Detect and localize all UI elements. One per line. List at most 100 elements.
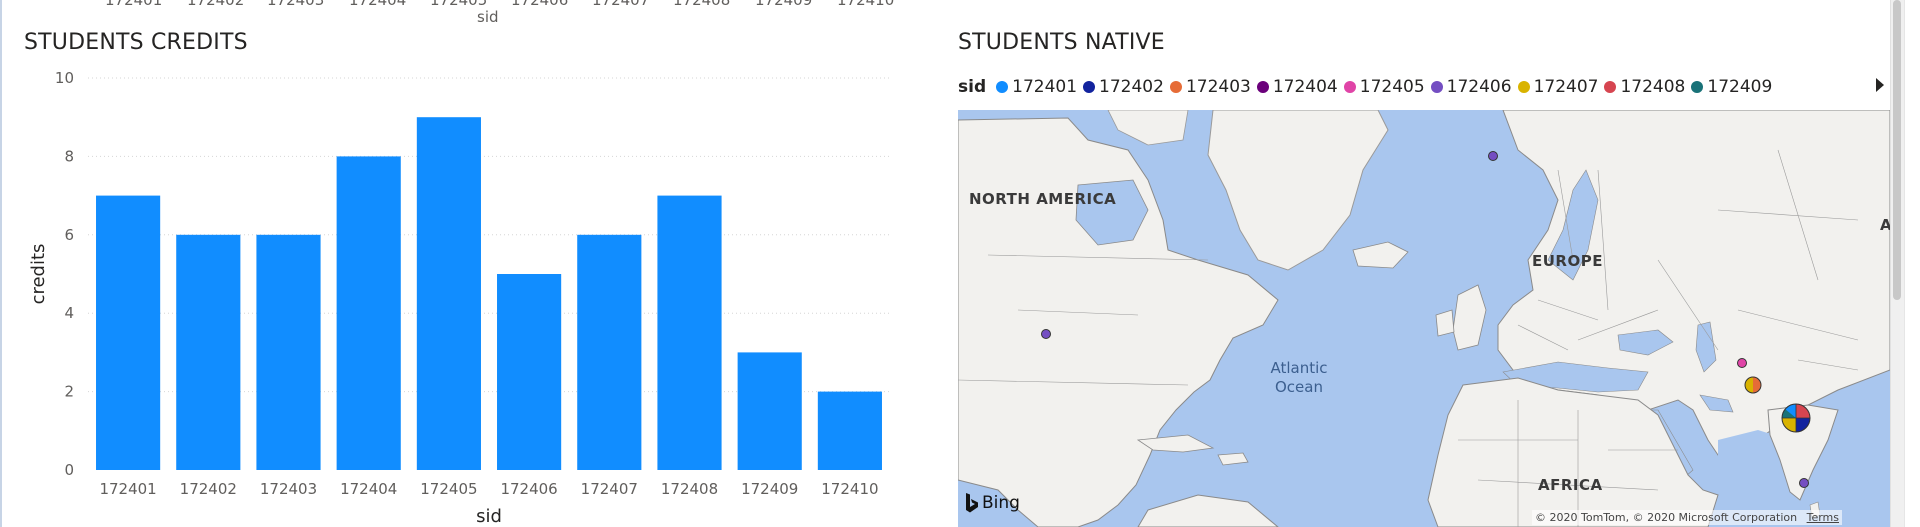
bing-logo: Bing <box>964 492 1020 514</box>
legend-item[interactable]: 172407 <box>1517 77 1599 97</box>
legend-item[interactable]: 172404 <box>1256 77 1338 97</box>
x-tick-label: 172401 <box>99 480 156 498</box>
map-points-layer <box>1041 151 1811 488</box>
bing-map[interactable]: NORTH AMERICA EUROPE AFRICA A Atlantic O… <box>958 110 1890 527</box>
legend-item[interactable]: 172405 <box>1343 77 1425 97</box>
caspian-water <box>1695 321 1717 373</box>
map-attribution: © 2020 TomTom, © 2020 Microsoft Corporat… <box>1532 510 1842 525</box>
label-north-america: NORTH AMERICA <box>969 190 1117 208</box>
legend-item[interactable]: 172401 <box>996 77 1077 97</box>
label-africa: AFRICA <box>1538 476 1603 494</box>
x-tick-label: 172408 <box>661 480 718 498</box>
africa-land <box>1427 377 1719 527</box>
legend-dot-icon <box>996 81 1009 93</box>
bing-label: Bing <box>982 493 1020 513</box>
legend-label: 172409 <box>1707 77 1773 97</box>
bar[interactable] <box>416 117 481 470</box>
legend-label: 172406 <box>1446 77 1512 97</box>
legend-item[interactable]: 172408 <box>1604 77 1685 97</box>
legend-dot-icon <box>1256 81 1269 93</box>
legend-next-arrow-icon[interactable] <box>1876 78 1884 92</box>
credits-visual[interactable] <box>0 0 940 527</box>
credits-chart-title: STUDENTS CREDITS <box>24 30 248 55</box>
prev-tick: 172401 <box>105 0 163 9</box>
map-point[interactable] <box>1488 151 1498 161</box>
ocean-label-line2: Ocean <box>1275 378 1323 396</box>
map-point[interactable] <box>1737 358 1747 368</box>
prev-tick: 172405 <box>430 0 488 9</box>
legend-dot-icon <box>1083 81 1096 93</box>
south-america-land <box>1137 494 1279 527</box>
map-point[interactable] <box>1041 329 1051 339</box>
legend-item[interactable]: 172402 <box>1083 77 1164 97</box>
terms-link[interactable]: Terms <box>1806 511 1839 524</box>
arctic-island <box>1107 110 1189 146</box>
label-europe: EUROPE <box>1532 252 1603 270</box>
scrollbar-thumb[interactable] <box>1893 0 1901 300</box>
bar[interactable] <box>176 234 241 470</box>
bar[interactable] <box>497 274 562 470</box>
greenland-land <box>1207 110 1389 271</box>
bar[interactable] <box>657 195 722 470</box>
bing-logo-icon <box>966 493 978 513</box>
legend-title: sid <box>958 77 987 97</box>
bar[interactable] <box>336 156 401 470</box>
africa-borders <box>1458 400 1678 527</box>
y-tick-label: 6 <box>64 226 74 244</box>
ocean-label-line1: Atlantic <box>1270 359 1328 377</box>
y-tick-label: 8 <box>64 147 74 165</box>
bar[interactable] <box>96 195 161 470</box>
x-tick-label: 172407 <box>581 480 638 498</box>
prev-tick: 172408 <box>673 0 731 9</box>
cuba-land <box>1136 434 1215 453</box>
prev-tick: 172402 <box>187 0 245 9</box>
prev-tick: 172410 <box>837 0 895 9</box>
x-axis-title: sid <box>476 506 502 527</box>
label-atlantic-ocean: Atlantic Ocean <box>1254 359 1344 397</box>
prev-tick: 172403 <box>267 0 325 9</box>
prev-tick: 172406 <box>511 0 569 9</box>
black-sea-water <box>1617 329 1674 356</box>
y-tick-label: 10 <box>55 69 74 87</box>
x-tick-label: 172405 <box>420 480 477 498</box>
legend-dot-icon <box>1691 81 1704 93</box>
prev-tick: 172404 <box>349 0 407 9</box>
page-right-edge <box>1904 0 1920 527</box>
country-borders <box>1517 149 1859 371</box>
prev-tick: 172407 <box>592 0 650 9</box>
map-point[interactable] <box>1799 478 1809 488</box>
legend-item[interactable]: 172403 <box>1169 77 1251 97</box>
caribbean-land <box>1217 452 1249 466</box>
bar[interactable] <box>577 234 642 470</box>
x-tick-label: 172403 <box>260 480 317 498</box>
na-borders <box>958 254 1209 386</box>
map-canvas <box>958 110 1890 527</box>
hudson-bay-water <box>1075 179 1149 246</box>
legend-label: 172401 <box>1012 77 1078 97</box>
map-pie-point-large[interactable] <box>1781 403 1811 433</box>
bay-of-bengal-water <box>1818 430 1890 527</box>
prev-axis-label: sid <box>477 8 499 26</box>
x-tick-label: 172406 <box>500 480 557 498</box>
y-tick-label: 0 <box>64 461 74 479</box>
legend-dot-icon <box>1604 81 1617 93</box>
bar[interactable] <box>737 352 802 470</box>
legend-label: 172405 <box>1359 77 1425 97</box>
legend-label: 172403 <box>1185 77 1251 97</box>
legend-item[interactable]: 172409 <box>1691 77 1772 97</box>
bar[interactable] <box>817 391 882 470</box>
iceland-land <box>1352 241 1409 269</box>
legend-label: 172407 <box>1533 77 1599 97</box>
legend-item[interactable]: 172406 <box>1430 77 1512 97</box>
legend-dot-icon <box>1517 81 1530 93</box>
x-tick-label: 172409 <box>741 480 798 498</box>
x-tick-label: 172402 <box>180 480 237 498</box>
label-edge-letter: A <box>1880 216 1890 234</box>
legend-dot-icon <box>1169 81 1182 93</box>
map-pie-point-small[interactable] <box>1744 376 1762 394</box>
y-axis-title: credits <box>28 244 49 305</box>
legend-label: 172402 <box>1099 77 1164 97</box>
gulf-water <box>1699 394 1734 413</box>
y-tick-label: 2 <box>64 383 74 401</box>
bar[interactable] <box>256 234 321 470</box>
